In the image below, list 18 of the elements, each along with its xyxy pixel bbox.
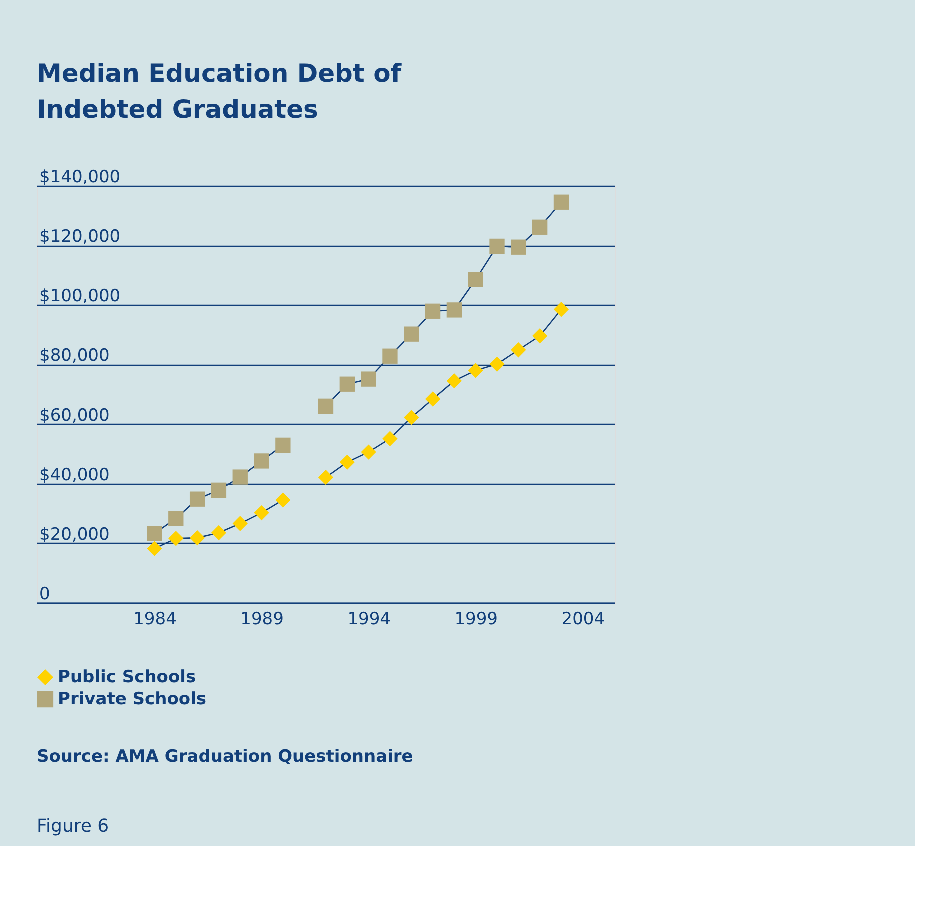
legend-label: Public Schools [58, 668, 196, 688]
y-tick-label: 0 [40, 584, 50, 604]
y-tick-label: $40,000 [40, 465, 110, 486]
legend-label: Private Schools [58, 690, 207, 710]
x-tick-label: 1994 [348, 610, 391, 630]
x-tick-label: 1999 [454, 610, 498, 630]
y-tick-label: $80,000 [40, 346, 110, 366]
y-tick-label: $60,000 [40, 406, 110, 426]
y-tick-label: $100,000 [40, 286, 121, 307]
x-tick-label: 1989 [240, 610, 284, 630]
y-tick-label: $120,000 [40, 227, 121, 248]
y-tick-label: $20,000 [40, 524, 110, 545]
x-tick-label: 1984 [134, 610, 177, 630]
x-tick-label: 2004 [562, 610, 606, 630]
source-note: Source: AMA Graduation Questionnaire [37, 747, 414, 767]
y-tick-label: $140,000 [40, 168, 121, 188]
caption: Figure 6 [37, 816, 110, 837]
chart-title: Median Education Debt of Indebted Graduates [37, 59, 403, 124]
